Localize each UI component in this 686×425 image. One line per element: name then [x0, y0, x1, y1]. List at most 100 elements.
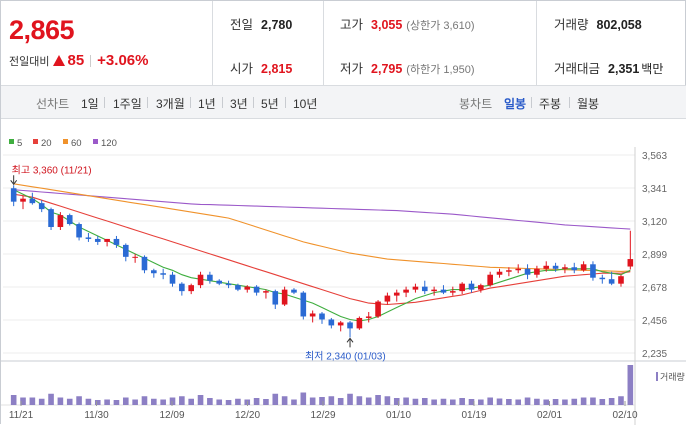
candle-body — [253, 286, 260, 293]
candle — [356, 316, 363, 330]
tab-daily-candle[interactable]: 일봉 — [504, 97, 527, 111]
tab-weekly-candle[interactable]: 주봉 — [539, 97, 562, 111]
x-axis: 11/21 11/30 12/09 12/20 12/29 01/10 01/19 02/01… — [9, 401, 638, 421]
candle — [179, 282, 185, 296]
volume-legend-swatch — [656, 372, 658, 381]
amount-unit: 백만 — [641, 62, 664, 76]
candle — [580, 261, 587, 272]
candle-body — [300, 292, 307, 317]
candle — [599, 274, 606, 284]
candle-body — [207, 274, 213, 281]
candle — [459, 282, 465, 295]
candle-body — [113, 238, 120, 245]
volume-bar — [337, 398, 344, 405]
change-row: 전일대비 85 +3.06% — [9, 52, 148, 69]
up-triangle-icon — [53, 55, 66, 66]
y-tick-label: 2,235 — [642, 349, 667, 360]
tab-10y[interactable]: 10년 — [293, 97, 318, 111]
candle — [627, 230, 634, 270]
tab-1d[interactable]: 1일 — [81, 97, 99, 111]
volume-bar — [225, 400, 232, 405]
volume-bar — [179, 396, 185, 405]
legend-swatch — [9, 139, 14, 144]
column-divider — [536, 1, 537, 86]
ma20-line — [13, 193, 631, 306]
chart-period-tabs: 선차트 1일 1주일 3개월 1년 3년 5년 10년 봉차트 일봉 주봉 월봉 — [1, 86, 686, 119]
volume-bar — [580, 397, 587, 405]
candle-body — [487, 274, 493, 286]
candle-body — [76, 224, 82, 238]
candle-body — [169, 274, 176, 284]
y-tick-label: 2,678 — [642, 283, 667, 294]
candle — [478, 283, 484, 293]
tab-divider — [531, 97, 532, 108]
volume-bar — [515, 399, 522, 405]
x-tick-label: 01/19 — [461, 410, 486, 421]
candle-body — [197, 274, 204, 286]
volume-bar — [216, 399, 223, 405]
candle-body — [48, 209, 54, 228]
volume-bar — [38, 398, 45, 405]
candle-body — [38, 203, 45, 210]
volume-bar — [562, 399, 568, 405]
legend-label: 5 — [17, 138, 22, 149]
volume-bar — [571, 398, 578, 405]
tab-3m[interactable]: 3개월 — [156, 97, 185, 111]
candle-body — [608, 279, 615, 284]
tab-divider — [569, 97, 570, 108]
candle-body — [244, 286, 251, 290]
volume-bar — [365, 397, 372, 405]
candle-body — [440, 289, 447, 293]
candle-body — [496, 271, 503, 275]
volume-bar — [543, 399, 550, 405]
candle-body — [85, 237, 92, 239]
high-annotation: 최고 3,360 (11/21) — [12, 164, 92, 176]
candle — [141, 255, 148, 274]
candle-body — [421, 286, 428, 292]
volume-bar — [590, 397, 596, 405]
volume-bar — [141, 396, 148, 405]
volume-bar — [412, 398, 419, 405]
chart-grid — [1, 119, 686, 425]
open-value: 2,815 — [261, 62, 293, 76]
tab-5y[interactable]: 5년 — [261, 97, 279, 111]
low-label: 저가 — [340, 62, 364, 76]
candle — [94, 235, 101, 245]
legend-swatch — [33, 139, 38, 144]
tab-monthly-candle[interactable]: 월봉 — [577, 97, 600, 111]
volume-bar — [319, 397, 325, 405]
volume-bar — [478, 399, 484, 405]
amount-value: 2,351 — [608, 62, 640, 76]
candle — [281, 286, 288, 307]
volume-bar — [524, 397, 531, 405]
low-arrow-head-icon — [346, 337, 354, 343]
legend-label: 20 — [41, 138, 52, 149]
candle — [393, 289, 400, 302]
candle-body — [412, 286, 419, 290]
volume-label: 거래량 — [660, 371, 685, 382]
volume-bar — [450, 399, 456, 405]
candle-series — [10, 185, 634, 338]
candle — [534, 265, 540, 278]
candle — [562, 264, 568, 274]
candle — [618, 274, 624, 287]
volume-bar — [431, 399, 437, 405]
candle — [590, 261, 596, 281]
prev-close-stat: 전일 2,780 — [230, 14, 292, 33]
candle — [421, 280, 428, 295]
volume-bar — [188, 398, 194, 405]
tab-1w[interactable]: 1주일 — [113, 97, 142, 111]
x-tick-label: 11/21 — [9, 410, 34, 421]
volume-bar — [263, 399, 269, 405]
candle-body — [450, 291, 456, 293]
chart-background — [1, 119, 686, 425]
tab-divider — [147, 97, 148, 108]
candle-body — [393, 292, 400, 296]
tab-3y[interactable]: 3년 — [230, 97, 248, 111]
amount-stat: 거래대금 2,351 백만 — [554, 58, 663, 77]
legend-label: 120 — [101, 138, 117, 149]
volume-bar — [169, 397, 176, 405]
tab-1y[interactable]: 1년 — [198, 97, 216, 111]
candle-body — [618, 276, 624, 284]
